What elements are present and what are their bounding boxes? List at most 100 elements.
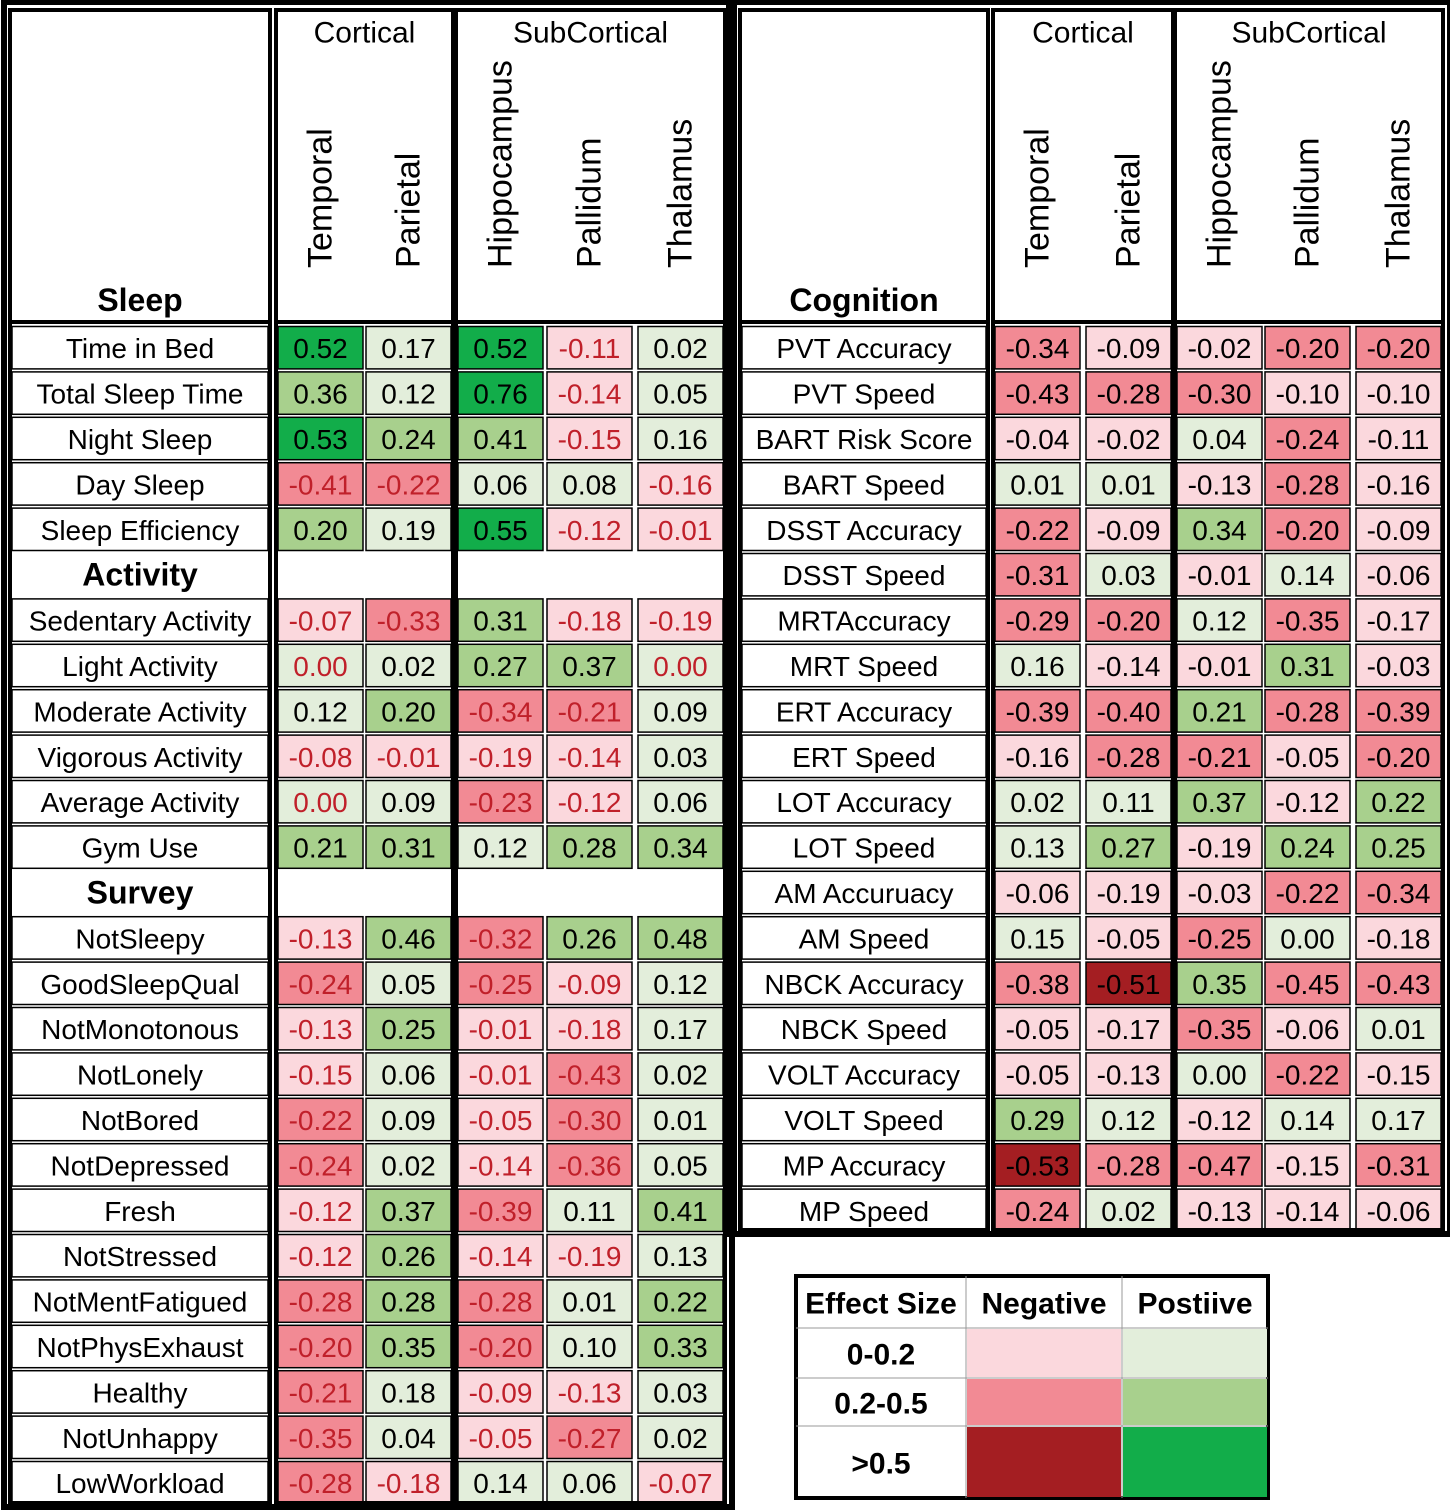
right_panel-cell-value: -0.19: [1097, 878, 1161, 909]
right_panel-cell-value: -0.22: [1006, 515, 1070, 546]
left_panel-cell-value: 0.28: [381, 1287, 436, 1318]
right_panel-heatmap-cell: [994, 598, 1081, 643]
right_panel-row-label: AM Accuruacy: [775, 878, 954, 909]
left_panel-cell-value: 0.25: [381, 1014, 436, 1045]
left_panel-row-label-cell: [11, 1142, 269, 1187]
right_panel-cell-value: 0.01: [1010, 469, 1065, 500]
left_panel-cell-value: -0.18: [377, 1468, 441, 1499]
right_panel-cell-value: -0.06: [1367, 1196, 1431, 1227]
left_panel-heatmap-cell: [637, 461, 724, 506]
legend-swatch-negative-2: [967, 1379, 1121, 1425]
left_panel-cell-value: 0.21: [293, 833, 348, 864]
left_panel-row-label-cell: [11, 598, 269, 643]
left_panel-heatmap-cell: [457, 915, 544, 960]
right_panel-heatmap-cell: [1264, 825, 1351, 870]
left_panel-heatmap-cell: [546, 325, 633, 370]
right_panel-cell-value: 0.16: [1010, 651, 1065, 682]
right_panel-row-label: MP Speed: [799, 1196, 929, 1227]
left_panel-cell-value: 0.06: [653, 787, 708, 818]
left_panel-cell-value: 0.36: [293, 379, 348, 410]
left_panel-heatmap-cell: [457, 1279, 544, 1324]
right_panel-heatmap-cell: [1355, 1188, 1442, 1233]
left_panel-cell-value: 0.34: [653, 833, 708, 864]
left_panel-row-label: NotBored: [81, 1105, 199, 1136]
left_panel-cell-value: -0.01: [469, 1014, 533, 1045]
left_panel-cell-value: -0.21: [289, 1377, 353, 1408]
left_panel-heatmap-cell: [546, 961, 633, 1006]
left_panel-cell-value: 0.12: [653, 969, 708, 1000]
left_panel-cell-value: 0.02: [653, 333, 708, 364]
left_panel-column-label-temporal: Temporal: [302, 128, 340, 268]
right_panel-cell-value: -0.09: [1367, 515, 1431, 546]
left_panel-heatmap-cell: [457, 325, 544, 370]
right_panel-cell-value: 0.02: [1101, 1196, 1156, 1227]
right_panel-heatmap-cell: [1355, 688, 1442, 733]
right_panel-cell-value: -0.31: [1006, 560, 1070, 591]
legend-range-label: >0.5: [851, 1448, 910, 1481]
right_panel-heatmap-cell: [1264, 598, 1351, 643]
left_panel-heatmap-cell: [546, 1460, 633, 1505]
right_panel-row-label: AM Speed: [799, 923, 930, 954]
left_panel-cell-value: -0.18: [558, 606, 622, 637]
left_panel-row-label: NotMonotonous: [41, 1014, 239, 1045]
right_panel-cell-value: -0.14: [1276, 1196, 1340, 1227]
right_panel-heatmap-cell: [1264, 461, 1351, 506]
left_panel-cell-value: 0.06: [562, 1468, 617, 1499]
left_panel-cell-value: 0.01: [653, 1105, 708, 1136]
left_panel-cell-value: -0.22: [377, 469, 441, 500]
right_panel-cell-value: -0.40: [1097, 696, 1161, 727]
left_panel-heatmap-cell: [457, 688, 544, 733]
right_panel-cell-value: -0.12: [1188, 1105, 1252, 1136]
right_panel-heatmap-cell: [1176, 552, 1263, 597]
right_panel-row-label-cell: [741, 416, 987, 461]
left_panel-cell-value: -0.41: [289, 469, 353, 500]
legend-header: Negative: [981, 1288, 1106, 1321]
right_panel-cell-value: -0.05: [1006, 1014, 1070, 1045]
left_panel-heatmap-cell: [546, 734, 633, 779]
right_panel-cell-value: -0.20: [1097, 606, 1161, 637]
left_panel-heatmap-cell: [277, 915, 364, 960]
left_panel-cell-value: 0.00: [653, 651, 708, 682]
right_panel-heatmap-cell: [1264, 1006, 1351, 1051]
right_panel-cell-value: -0.19: [1188, 833, 1252, 864]
left_panel-cell-value: 0.06: [381, 1060, 436, 1091]
right_panel-cell-value: 0.13: [1010, 833, 1065, 864]
right_panel-heatmap-cell: [1355, 961, 1442, 1006]
right_panel-heatmap-cell: [1264, 870, 1351, 915]
right_panel-heatmap-cell: [994, 1142, 1081, 1187]
left_panel-cell-value: 0.12: [293, 696, 348, 727]
left_panel-heatmap-cell: [546, 1097, 633, 1142]
right_panel-cell-value: -0.13: [1188, 469, 1252, 500]
left_panel-cell-value: 0.31: [473, 606, 528, 637]
left_panel-cell-value: 0.00: [293, 651, 348, 682]
left_panel-heatmap-cell: [365, 507, 452, 552]
right_panel-heatmap-cell: [994, 507, 1081, 552]
left_panel-row-label: LowWorkload: [55, 1468, 224, 1499]
left_panel-heatmap-cell: [546, 1369, 633, 1414]
left_panel-row-label: NotPhysExhaust: [37, 1332, 244, 1363]
left_panel-heatmap-cell: [546, 1188, 633, 1233]
left_panel-cell-value: -0.01: [469, 1060, 533, 1091]
left_panel-cell-value: -0.24: [289, 969, 353, 1000]
right_panel-cell-value: -0.01: [1188, 560, 1252, 591]
left_panel-heatmap-cell: [277, 371, 364, 416]
left_panel-heatmap-cell: [277, 1097, 364, 1142]
left_panel-section-title-activity: Activity: [82, 557, 198, 593]
left_panel-heatmap-cell: [365, 416, 452, 461]
left_panel-cell-value: -0.28: [469, 1287, 533, 1318]
left_panel-row-label-cell: [11, 779, 269, 824]
left_panel-cell-value: 0.06: [473, 469, 528, 500]
left_panel-heatmap-cell: [277, 1006, 364, 1051]
left_panel-cell-value: 0.18: [381, 1377, 436, 1408]
left_panel-row-label: NotLonely: [77, 1060, 203, 1091]
right_panel-cell-value: -0.28: [1097, 742, 1161, 773]
left_panel-heatmap-cell: [457, 1460, 544, 1505]
right_panel-heatmap-cell: [994, 915, 1081, 960]
left_panel-row-label-cell: [11, 461, 269, 506]
right_panel-row-label-cell: [741, 915, 987, 960]
left_panel-cell-value: -0.43: [558, 1060, 622, 1091]
right_panel-heatmap-cell: [1085, 461, 1172, 506]
right_panel-heatmap-cell: [1355, 598, 1442, 643]
right_panel-heatmap-cell: [1355, 825, 1442, 870]
right_panel-cell-value: -0.24: [1006, 1196, 1070, 1227]
